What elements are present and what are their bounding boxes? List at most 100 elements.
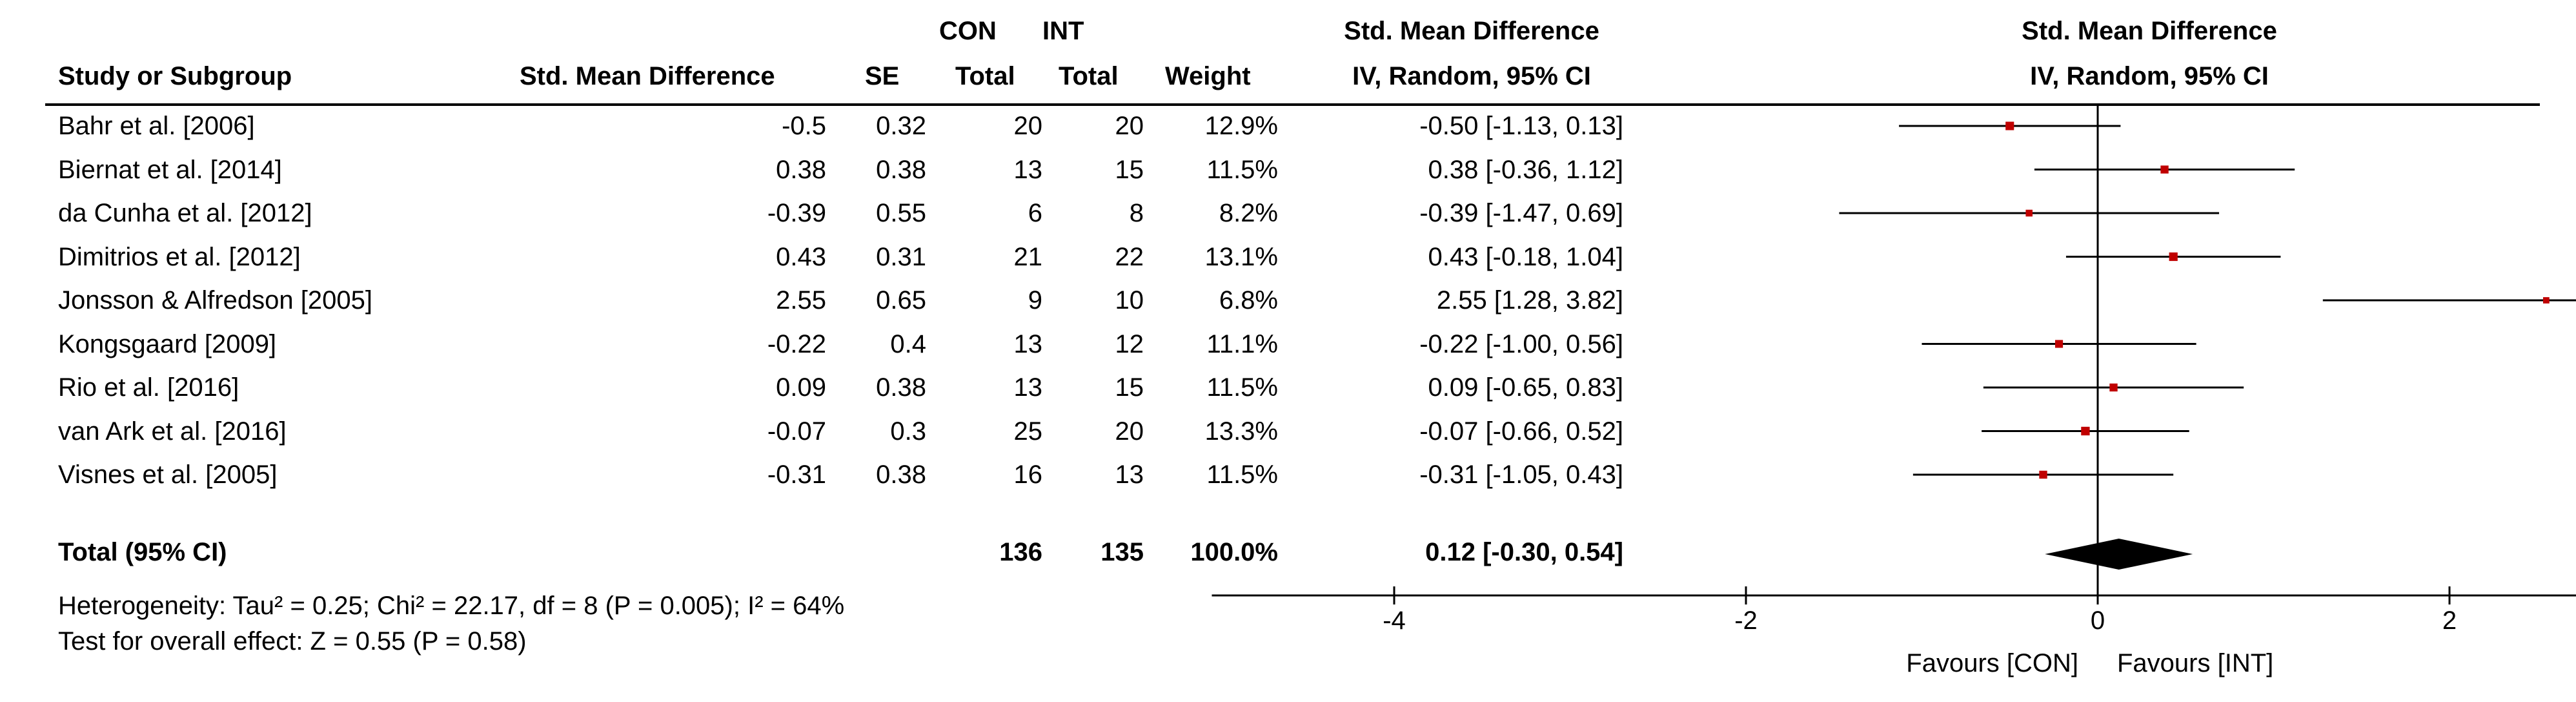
study-mark [1839, 209, 2220, 217]
study-se: 0.38 [876, 155, 926, 184]
study-weight: 11.5% [1206, 373, 1278, 402]
study-int-total: 20 [1115, 112, 1144, 140]
study-weight: 6.8% [1219, 286, 1278, 315]
study-se: 0.31 [876, 242, 926, 271]
study-weight: 11.1% [1206, 329, 1278, 358]
study-weight: 13.3% [1204, 417, 1278, 446]
point-estimate [2039, 470, 2047, 479]
study-int-total: 22 [1115, 242, 1144, 271]
study-con-total: 20 [1013, 112, 1043, 140]
int-total-header: Total [1059, 62, 1119, 90]
study-se: 0.4 [890, 329, 926, 358]
con-header-top: CON [939, 17, 997, 45]
study-ci: -0.07 [-0.66, 0.52] [1419, 417, 1623, 446]
study-int-total: 12 [1115, 329, 1144, 358]
study-ci: -0.31 [-1.05, 0.43] [1419, 460, 1623, 489]
study-smd: -0.39 [767, 199, 826, 227]
study-mark [1922, 340, 2196, 348]
study-smd: -0.22 [767, 329, 826, 358]
study-int-total: 15 [1115, 373, 1144, 402]
study-weight: 11.5% [1206, 155, 1278, 184]
x-tick-label: -4 [1383, 606, 1406, 635]
study-name: Visnes et al. [2005] [58, 460, 278, 489]
study-mark [2322, 297, 2576, 304]
int-header-top: INT [1042, 17, 1084, 45]
study-smd: 0.38 [776, 155, 826, 184]
heterogeneity-text: Heterogeneity: Tau² = 0.25; Chi² = 22.17… [58, 592, 845, 620]
study-se: 0.38 [876, 460, 926, 489]
study-smd: -0.5 [782, 112, 826, 140]
study-smd: -0.07 [767, 417, 826, 446]
study-se: 0.65 [876, 286, 926, 315]
study-mark [1912, 470, 2174, 479]
ci-header-bottom: IV, Random, 95% CI [1352, 62, 1591, 90]
favours-con-label: Favours [CON] [1906, 649, 2078, 677]
study-ci: 0.09 [-0.65, 0.83] [1428, 373, 1623, 402]
plot-header-top: Std. Mean Difference [2022, 17, 2277, 45]
study-con-total: 13 [1013, 329, 1043, 358]
se-column-header: SE [865, 62, 900, 90]
total-weight: 100.0% [1190, 538, 1278, 566]
point-estimate [2169, 252, 2178, 262]
study-name: van Ark et al. [2016] [58, 417, 287, 446]
point-estimate [2025, 209, 2033, 217]
study-con-total: 9 [1028, 286, 1042, 315]
study-ci: -0.50 [-1.13, 0.13] [1419, 112, 1623, 140]
study-mark [1899, 121, 2121, 130]
total-ci: 0.12 [-0.30, 0.54] [1425, 538, 1623, 566]
study-mark [2065, 252, 2281, 262]
study-smd: -0.31 [767, 460, 826, 489]
study-con-total: 13 [1013, 155, 1043, 184]
study-smd: 2.55 [776, 286, 826, 315]
total-int: 135 [1100, 538, 1144, 566]
study-con-total: 13 [1013, 373, 1043, 402]
study-name: Rio et al. [2016] [58, 373, 239, 402]
study-mark [2034, 165, 2295, 174]
weight-column-header: Weight [1165, 62, 1251, 90]
study-int-total: 8 [1129, 199, 1144, 227]
study-con-total: 6 [1028, 199, 1042, 227]
study-weight: 13.1% [1204, 242, 1278, 271]
study-weight: 11.5% [1206, 460, 1278, 489]
study-int-total: 15 [1115, 155, 1144, 184]
study-column-header: Study or Subgroup [58, 62, 292, 90]
study-smd: 0.43 [776, 242, 826, 271]
study-name: Jonsson & Alfredson [2005] [58, 286, 372, 315]
study-name: Biernat et al. [2014] [58, 155, 282, 184]
study-int-total: 13 [1115, 460, 1144, 489]
con-total-header: Total [955, 62, 1015, 90]
study-weight: 12.9% [1204, 112, 1278, 140]
study-name: Kongsgaard [2009] [58, 329, 277, 358]
study-ci: -0.22 [-1.00, 0.56] [1419, 329, 1623, 358]
x-tick-label: 2 [2442, 606, 2457, 635]
study-ci: 0.38 [-0.36, 1.12] [1428, 155, 1623, 184]
point-estimate [2054, 340, 2064, 348]
study-name: da Cunha et al. [2012] [58, 199, 312, 227]
ci-header-top: Std. Mean Difference [1344, 17, 1599, 45]
plot-header-bottom: IV, Random, 95% CI [2030, 62, 2269, 90]
x-tick-label: -2 [1734, 606, 1758, 635]
total-label: Total (95% CI) [58, 538, 227, 566]
study-name: Bahr et al. [2006] [58, 112, 255, 140]
study-con-total: 25 [1013, 417, 1043, 446]
study-ci: -0.39 [-1.47, 0.69] [1419, 199, 1623, 227]
overall-effect-text: Test for overall effect: Z = 0.55 (P = 0… [58, 627, 527, 656]
total-con: 136 [999, 538, 1042, 566]
study-con-total: 21 [1013, 242, 1043, 271]
x-axis-ticks: -4-2024 [1383, 586, 2457, 635]
study-int-total: 20 [1115, 417, 1144, 446]
study-se: 0.55 [876, 199, 926, 227]
study-name: Dimitrios et al. [2012] [58, 242, 301, 271]
study-se: 0.32 [876, 112, 926, 140]
study-con-total: 16 [1013, 460, 1043, 489]
smd-column-header: Std. Mean Difference [520, 62, 775, 90]
point-estimate [2543, 297, 2550, 304]
study-se: 0.3 [890, 417, 926, 446]
study-mark [1983, 383, 2244, 392]
study-weight: 8.2% [1219, 199, 1278, 227]
x-tick-label: 0 [2091, 606, 2105, 635]
point-estimate [2160, 165, 2169, 174]
point-estimate [2005, 121, 2014, 130]
study-ci: 2.55 [1.28, 3.82] [1436, 286, 1623, 315]
